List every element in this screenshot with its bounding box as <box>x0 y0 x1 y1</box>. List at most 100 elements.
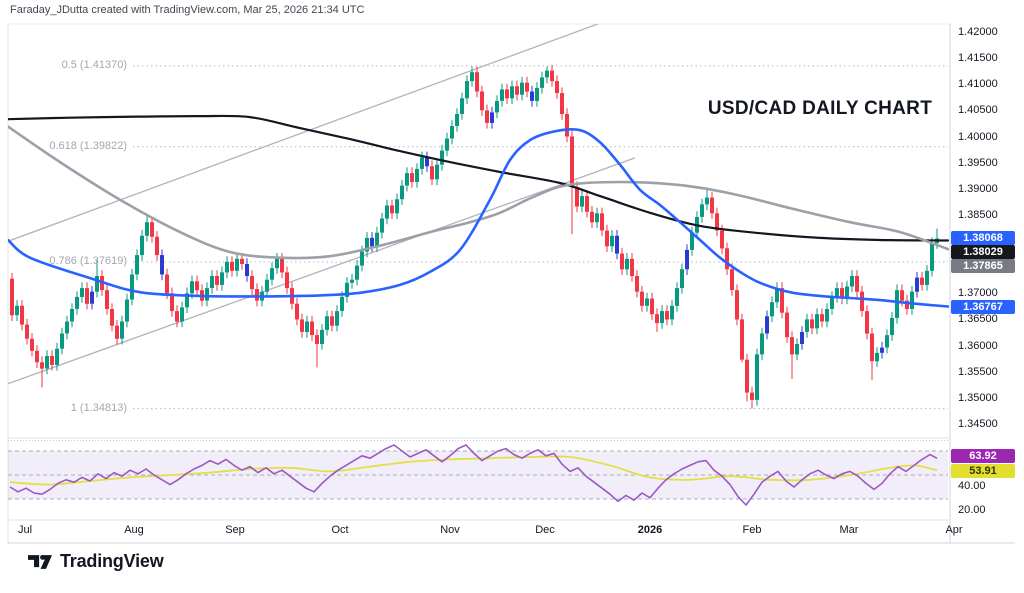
candle <box>840 282 844 305</box>
candle <box>430 160 434 186</box>
candle <box>580 190 584 213</box>
candle <box>320 324 324 350</box>
candle <box>355 259 359 286</box>
price-tick: 1.36000 <box>958 339 998 352</box>
candle <box>890 312 894 341</box>
price-tick: 1.41000 <box>958 78 998 91</box>
pane-borders <box>7 23 1015 544</box>
candle <box>550 64 554 87</box>
candle <box>860 286 864 317</box>
candle <box>405 167 409 192</box>
candle <box>220 266 224 291</box>
candle <box>175 305 179 328</box>
candle <box>590 206 594 228</box>
candle <box>150 216 154 243</box>
candle <box>440 144 444 171</box>
candle <box>520 76 524 101</box>
tradingview-logo-text: TradingView <box>60 551 164 571</box>
candle <box>670 300 674 326</box>
price-tick: 1.36500 <box>958 313 998 326</box>
candle <box>480 85 484 117</box>
tradingview-logo-icon <box>28 554 52 569</box>
candle <box>605 224 609 252</box>
candle <box>305 315 309 338</box>
candle <box>910 286 914 315</box>
candle <box>575 181 579 213</box>
candle <box>170 287 174 317</box>
candle <box>505 83 509 105</box>
trend-channel[interactable] <box>0 22 636 385</box>
candle <box>570 130 574 235</box>
candle <box>765 310 769 340</box>
candle <box>825 303 829 328</box>
price-tick: 1.40000 <box>958 130 998 143</box>
candle <box>240 253 244 270</box>
candle <box>705 187 709 211</box>
candle <box>350 273 354 289</box>
candle <box>80 282 84 303</box>
rsi-ma-line <box>9 455 938 486</box>
candle <box>475 66 479 98</box>
candle <box>775 282 779 308</box>
candle <box>615 230 619 260</box>
candle <box>15 300 19 321</box>
ma-gray <box>8 125 949 260</box>
fib-label: 0.5 (1.41370) <box>61 58 127 71</box>
candle <box>920 271 924 291</box>
candle <box>145 216 149 242</box>
candle <box>620 247 624 275</box>
candle <box>735 284 739 326</box>
candle <box>630 253 634 282</box>
time-label: Mar <box>839 524 859 536</box>
rsi-badge: 63.92 <box>951 449 1015 463</box>
candle <box>395 193 399 220</box>
candle <box>155 231 159 261</box>
candle <box>595 207 599 228</box>
candle <box>500 83 504 107</box>
candle <box>740 313 744 363</box>
candle <box>50 350 54 371</box>
price-tick: 1.39500 <box>958 156 998 169</box>
candle <box>215 270 219 291</box>
time-label: Nov <box>440 524 460 536</box>
candle <box>525 76 529 98</box>
candle <box>905 294 909 315</box>
candle <box>180 301 184 328</box>
tradingview-logo[interactable]: TradingView <box>28 551 164 572</box>
candle <box>130 268 134 306</box>
candle <box>45 350 49 375</box>
candle <box>450 120 454 145</box>
time-label: Aug <box>124 524 144 536</box>
candle <box>265 273 269 298</box>
price-tick: 1.35000 <box>958 391 998 404</box>
rsi-tick: 20.00 <box>958 504 986 516</box>
candle <box>535 82 539 107</box>
candle <box>870 327 874 381</box>
candle <box>230 256 234 277</box>
candle <box>700 198 704 223</box>
candle <box>110 303 114 332</box>
price-tick: 1.34500 <box>958 418 998 430</box>
candle <box>160 249 164 281</box>
candle <box>435 159 439 186</box>
candle <box>485 104 489 129</box>
fib-retracement[interactable] <box>133 65 948 410</box>
candle <box>875 347 879 367</box>
candle <box>40 356 44 388</box>
candle <box>795 338 799 361</box>
candle <box>115 319 119 345</box>
candle <box>565 108 569 143</box>
time-label: Oct <box>331 524 349 536</box>
candle <box>545 66 549 84</box>
rsi-badge: 53.91 <box>951 464 1015 478</box>
candle <box>805 313 809 338</box>
candle <box>625 253 629 275</box>
candle <box>410 167 414 188</box>
candle <box>640 286 644 312</box>
candle <box>490 106 494 129</box>
candle <box>225 256 229 279</box>
price-badge: 1.36767 <box>951 300 1015 314</box>
candle <box>300 313 304 338</box>
time-label: 2026 <box>637 524 663 536</box>
